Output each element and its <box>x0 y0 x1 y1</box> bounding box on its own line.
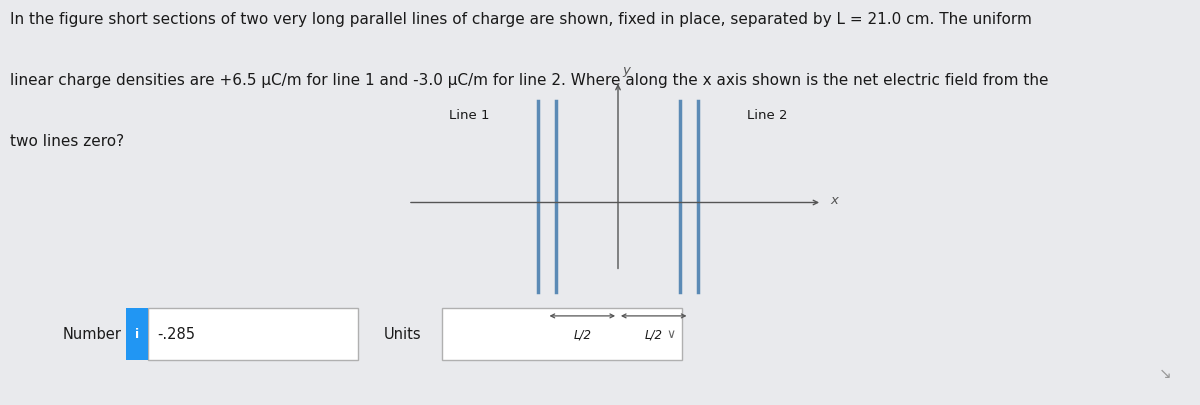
Text: Number: Number <box>62 326 121 342</box>
Text: y: y <box>623 64 631 77</box>
Text: ∨: ∨ <box>666 328 676 341</box>
Text: Units: Units <box>384 326 421 342</box>
Text: linear charge densities are +6.5 μC/m for line 1 and -3.0 μC/m for line 2. Where: linear charge densities are +6.5 μC/m fo… <box>10 73 1048 88</box>
Text: two lines zero?: two lines zero? <box>10 134 124 149</box>
Text: L/2: L/2 <box>574 328 592 341</box>
Text: L/2: L/2 <box>644 328 662 341</box>
Text: -.285: -.285 <box>157 326 196 342</box>
Text: x: x <box>830 194 839 207</box>
Text: i: i <box>134 328 139 341</box>
Text: ↘: ↘ <box>1158 366 1171 381</box>
Bar <box>126 308 148 360</box>
Text: Line 2: Line 2 <box>748 109 787 122</box>
Text: Line 1: Line 1 <box>449 109 490 122</box>
Text: In the figure short sections of two very long parallel lines of charge are shown: In the figure short sections of two very… <box>10 12 1032 27</box>
